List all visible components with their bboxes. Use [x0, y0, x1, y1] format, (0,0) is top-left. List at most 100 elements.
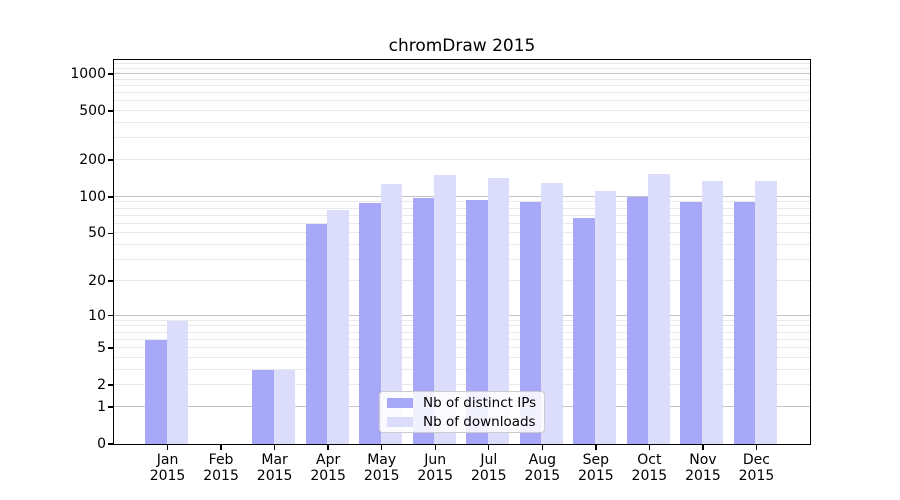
x-axis-tick-mark: [380, 445, 383, 450]
bar-downloads-mar: [273, 369, 296, 444]
y-axis-tick-mark: [108, 443, 113, 445]
gridline-minor: [114, 325, 810, 327]
x-axis-tick-label-dec: Dec 2015: [738, 452, 775, 484]
gridline-minor: [114, 92, 810, 94]
chart-title: chromDraw 2015: [388, 36, 536, 56]
y-axis-tick-mark: [108, 347, 113, 349]
bar-distinct-ips-sep: [573, 218, 595, 444]
gridline-minor: [114, 222, 810, 224]
x-axis-tick-mark: [541, 445, 543, 450]
x-axis-tick-mark: [648, 445, 651, 450]
y-axis-tick-mark: [108, 280, 113, 282]
gridline-minor: [114, 331, 810, 333]
y-axis-tick-mark: [108, 73, 113, 75]
legend-label-distinct-ips: Nb of distinct IPs: [423, 394, 537, 411]
x-axis-tick-label-jun: Jun 2015: [417, 452, 454, 484]
x-axis-tick-label-may: May 2015: [363, 452, 400, 484]
bar-distinct-ips-may: [359, 203, 381, 444]
gridline-major: [114, 195, 810, 197]
x-axis-tick-mark: [273, 445, 276, 450]
x-axis-tick-label-aug: Aug 2015: [524, 452, 561, 484]
bar-distinct-ips-oct: [626, 196, 649, 444]
gridline-major: [114, 314, 810, 316]
x-axis-tick-mark: [166, 445, 169, 450]
gridline-minor: [114, 84, 810, 86]
y-axis-tick-mark: [108, 196, 113, 198]
bar-downloads-jan: [166, 320, 189, 444]
gridline-minor: [114, 201, 810, 203]
y-axis-tick-label: 50: [88, 225, 106, 242]
bar-distinct-ips-mar: [252, 369, 274, 444]
bar-downloads-aug: [541, 182, 563, 444]
gridline-minor: [114, 78, 810, 80]
y-axis-tick-label: 200: [79, 152, 106, 169]
gridline-minor: [114, 279, 810, 281]
bar-downloads-sep: [594, 190, 617, 444]
x-axis-tick-label-jul: Jul 2015: [470, 452, 507, 484]
legend-entry-distinct-ips: Nb of distinct IPs: [387, 395, 544, 411]
gridline-minor: [114, 137, 810, 139]
bar-distinct-ips-apr: [305, 223, 328, 444]
x-axis-tick-label-nov: Nov 2015: [685, 452, 721, 484]
x-axis-tick-label-feb: Feb 2015: [203, 452, 239, 484]
legend-entry-downloads: Nb of downloads: [387, 414, 544, 430]
y-axis-tick-label: 10: [88, 307, 106, 324]
x-axis-tick-label-mar: Mar 2015: [256, 452, 293, 484]
y-axis-tick-mark: [108, 406, 113, 408]
x-axis-tick-label-oct: Oct 2015: [631, 452, 668, 484]
bar-distinct-ips-nov: [680, 202, 702, 444]
gridline-minor: [114, 122, 810, 124]
gridline-minor: [114, 110, 810, 112]
bar-distinct-ips-jul: [466, 199, 488, 444]
bar-downloads-oct: [648, 173, 670, 444]
x-axis-tick-mark: [434, 445, 436, 450]
gridline-minor: [114, 244, 810, 246]
x-axis-tick-mark: [488, 445, 490, 450]
y-axis-tick-label: 2: [97, 377, 106, 394]
legend-label-downloads: Nb of downloads: [423, 413, 536, 430]
gridline-minor: [114, 63, 810, 65]
y-axis-tick-label: 0: [97, 436, 106, 452]
legend-swatch-downloads: [387, 416, 413, 427]
gridline-minor: [114, 356, 810, 358]
y-axis-tick-mark: [108, 159, 113, 161]
y-axis-tick-label: 1: [97, 398, 106, 415]
x-axis-tick-label-jan: Jan 2015: [149, 452, 186, 484]
gridline-minor: [114, 67, 810, 69]
y-axis-tick-label: 100: [79, 188, 106, 205]
bar-downloads-jul: [487, 177, 510, 444]
bar-downloads-nov: [701, 180, 724, 444]
gridline-minor: [114, 214, 810, 216]
legend: Nb of distinct IPs Nb of downloads: [379, 391, 545, 433]
y-axis-tick-mark: [108, 384, 113, 386]
x-axis-tick-mark: [327, 445, 329, 450]
bar-downloads-apr: [327, 210, 349, 444]
y-axis-tick-mark: [108, 110, 113, 112]
bar-downloads-may: [380, 184, 403, 444]
gridline-minor: [114, 259, 810, 261]
x-axis-tick-mark: [702, 445, 704, 450]
plot-area: [113, 59, 811, 445]
x-axis-tick-label-sep: Sep 2015: [578, 452, 614, 484]
x-axis-tick-mark: [755, 445, 758, 450]
bar-downloads-jun: [434, 175, 456, 444]
x-axis-tick-mark: [220, 445, 222, 450]
y-axis-tick-label: 5: [97, 340, 106, 357]
bar-distinct-ips-jun: [412, 197, 435, 444]
gridline-minor: [114, 232, 810, 234]
x-axis-tick-label-apr: Apr 2015: [310, 452, 346, 484]
y-axis-tick-label: 20: [88, 272, 106, 289]
gridline-minor: [114, 384, 810, 386]
bar-distinct-ips-dec: [733, 201, 756, 444]
y-axis-tick-label: 500: [79, 103, 106, 120]
bar-downloads-dec: [755, 180, 777, 444]
y-axis-tick-mark: [108, 232, 113, 235]
legend-swatch-distinct-ips: [387, 397, 413, 408]
gridline-major: [114, 73, 810, 75]
x-axis-tick-mark: [595, 445, 597, 450]
gridline-minor: [114, 368, 810, 370]
bar-distinct-ips-aug: [519, 202, 542, 444]
gridline-minor: [114, 338, 810, 340]
gridline-minor: [114, 347, 810, 349]
